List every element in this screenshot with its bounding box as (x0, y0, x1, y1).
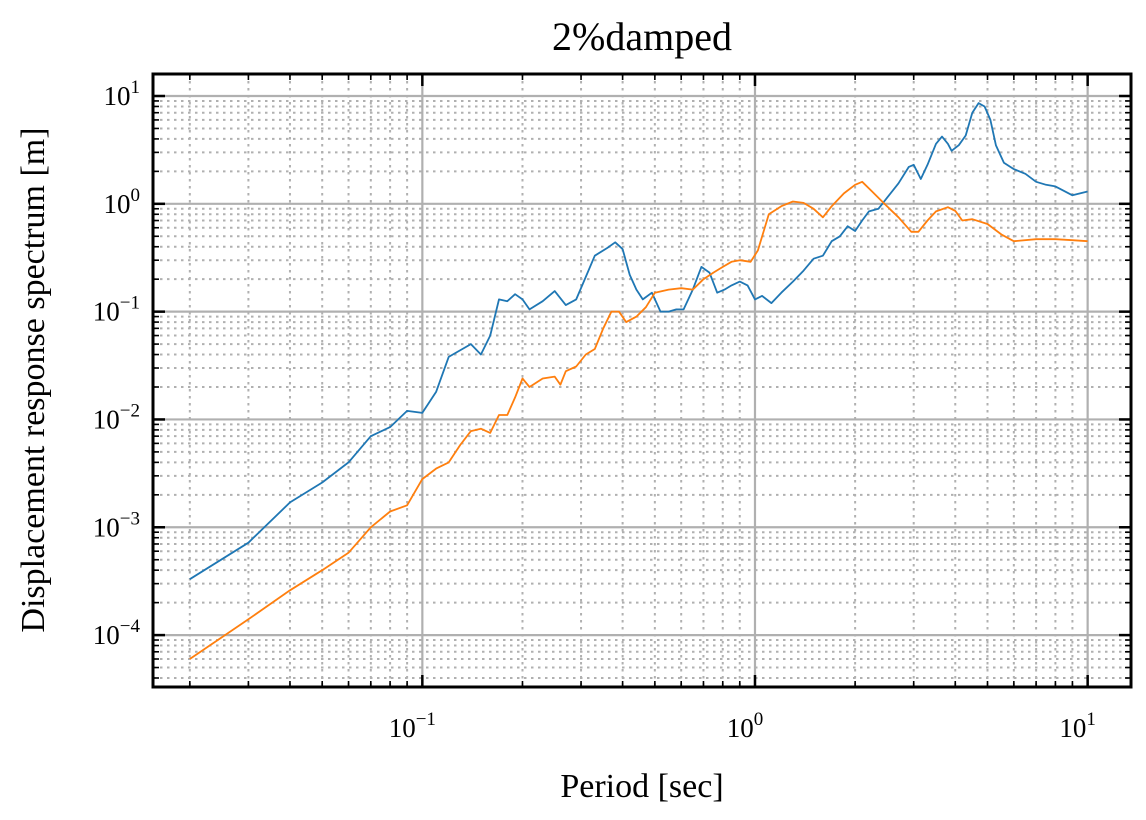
series-line-2 (189, 180, 1088, 660)
x-tick-exponent: 0 (754, 709, 764, 730)
x-tick-base: 10 (389, 713, 416, 743)
y-tick-base: 10 (104, 189, 131, 219)
minor-grid (153, 74, 1131, 687)
y-tick-label: 10−2 (93, 400, 140, 434)
y-tick-label: 10−1 (93, 293, 140, 327)
y-tick-base: 10 (104, 81, 131, 111)
y-tick-exponent: −3 (120, 508, 140, 529)
y-tick-exponent: −2 (120, 400, 140, 421)
y-tick-base: 10 (93, 404, 120, 434)
y-tick-exponent: −1 (120, 293, 140, 314)
y-tick-label: 10−3 (93, 508, 140, 542)
x-axis-label: Period [sec] (560, 768, 723, 805)
x-tick-label: 101 (1059, 709, 1096, 743)
y-tick-base: 10 (93, 512, 120, 542)
y-tick-exponent: 1 (131, 77, 141, 98)
y-axis-label: Displacement response spectrum [m] (15, 127, 52, 632)
y-tick-label: 100 (104, 185, 141, 219)
y-tick-exponent: −4 (120, 616, 141, 637)
y-tick-base: 10 (93, 620, 120, 650)
chart-title: 2%damped (552, 14, 732, 59)
x-tick-base: 10 (1059, 713, 1086, 743)
x-tick-exponent: −1 (416, 709, 436, 730)
y-tick-base: 10 (93, 297, 120, 327)
plot-frame (151, 72, 1133, 689)
x-tick-label: 100 (727, 709, 764, 743)
x-tick-base: 10 (727, 713, 754, 743)
y-tick-label: 101 (104, 77, 141, 111)
y-tick-label: 10−4 (93, 616, 141, 650)
series-layer (189, 102, 1088, 660)
x-tick-label: 10−1 (389, 709, 436, 743)
x-tick-exponent: 1 (1086, 709, 1096, 730)
x-tick-labels: 10−1 100 101 (389, 709, 1096, 743)
y-tick-exponent: 0 (131, 185, 141, 206)
series-line-1 (189, 102, 1088, 580)
